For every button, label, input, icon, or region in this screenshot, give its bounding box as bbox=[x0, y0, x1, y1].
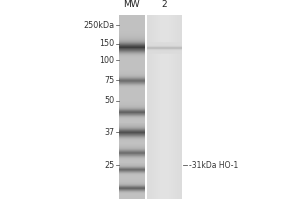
Text: 75: 75 bbox=[104, 76, 114, 85]
Text: 100: 100 bbox=[99, 56, 114, 65]
Text: 50: 50 bbox=[104, 96, 114, 105]
Text: 25: 25 bbox=[104, 161, 114, 170]
Text: -31kDa HO-1: -31kDa HO-1 bbox=[189, 161, 238, 170]
Text: 150: 150 bbox=[99, 39, 114, 48]
Text: MW: MW bbox=[123, 0, 140, 9]
Text: 250kDa: 250kDa bbox=[83, 21, 114, 30]
Text: 37: 37 bbox=[104, 128, 114, 137]
Text: 2: 2 bbox=[161, 0, 167, 9]
